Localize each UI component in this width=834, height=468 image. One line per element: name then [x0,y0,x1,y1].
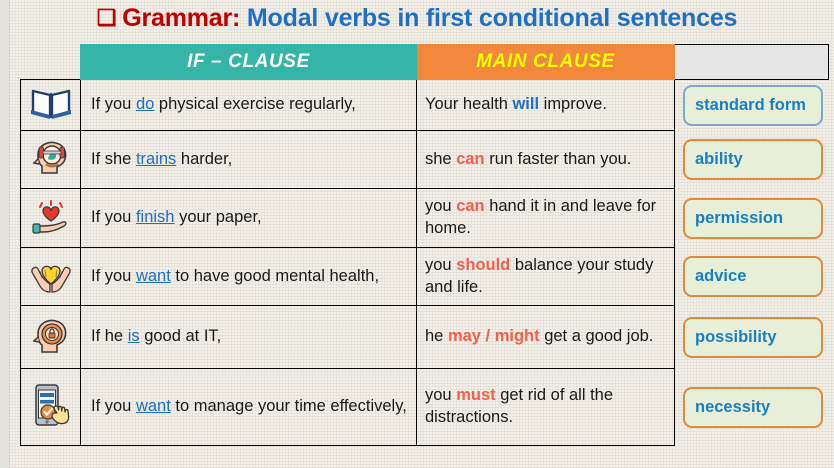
if-verb: want [135,397,171,416]
if-text-prefix: If he [91,327,128,346]
modal-verb: may / might [447,327,540,346]
head-brain-training-icon [29,137,73,177]
use-cell: standard form [674,79,829,131]
main-text-suffix: get rid of all the distractions. [425,386,614,426]
modal-verb: should [456,255,511,274]
status-badge: ability [683,139,823,180]
hands-holding-yellow-heart-icon [28,254,74,294]
if-clause-cell: If she trains harder, [80,130,417,189]
if-text-prefix: If you [91,95,136,114]
table-row: If you do physical exercise regularly, Y… [20,79,829,131]
use-cell: necessity [674,368,829,446]
if-verb: finish [135,208,175,227]
table-row: If he is good at IT, he may / might get … [20,305,829,369]
main-text-suffix: run faster than you. [484,149,632,168]
smartphone-tap-icon [28,381,74,429]
table-row: If you finish your paper, you can hand i… [20,188,829,248]
main-text-prefix: you [425,197,457,216]
main-text-prefix: you [425,386,457,405]
modal-verb: will [512,95,540,114]
table-row: If she trains harder, she can run faster… [20,130,829,189]
head-with-lock-icon [29,314,73,356]
header-icon-column [21,45,81,80]
row-icon-cell [20,188,81,248]
status-badge: permission [683,197,823,239]
open-book-icon [30,86,72,120]
page-title: ❑ Grammar: Modal verbs in first condition… [0,4,834,33]
if-clause-cell: If you want to manage your time effectiv… [80,368,417,446]
if-text-prefix: If you [91,397,136,416]
row-icon-cell [20,247,81,306]
if-text-suffix: to manage your time effectively, [170,397,407,416]
row-icon-cell [20,368,81,446]
header-if-clause: IF – CLAUSE [80,44,417,80]
if-text-prefix: If she [91,149,136,168]
row-icon-cell [20,305,81,369]
main-clause-cell: you should balance your study and life. [416,247,675,306]
if-text-suffix: harder, [176,149,233,168]
status-badge: standard form [683,84,823,126]
if-clause-cell: If you do physical exercise regularly, [80,79,417,131]
if-clause-cell: If you finish your paper, [80,188,417,248]
main-clause-cell: Your health will improve. [416,79,675,131]
main-text-prefix: Your health [425,95,513,114]
row-icon-cell [20,130,81,189]
main-text-suffix: improve. [539,95,607,114]
main-text-prefix: she [425,149,457,168]
hollow-square-bullet-icon: ❑ [96,5,117,30]
if-text-prefix: If you [91,208,136,227]
main-clause-cell: he may / might get a good job. [416,305,675,369]
title-grammar-label: Grammar: [122,4,241,32]
if-text-prefix: If you [91,266,136,285]
main-clause-cell: you must get rid of all the distractions… [416,368,675,446]
if-verb: is [127,327,140,346]
if-clause-cell: If you want to have good mental health, [80,247,417,306]
main-clause-cell: she can run faster than you. [416,130,675,189]
modal-verb: must [456,386,496,405]
status-badge: possibility [683,316,823,358]
status-badge: advice [683,256,823,297]
left-edge-strip [0,0,10,468]
table-header-row: IF – CLAUSE MAIN CLAUSE [21,44,829,80]
if-verb: want [135,266,171,285]
main-text-prefix: you [425,255,457,274]
main-text-suffix: get a good job. [539,327,654,346]
modal-verb: can [456,149,485,168]
status-badge: necessity [683,386,823,428]
use-cell: permission [674,188,829,248]
use-cell: ability [674,130,829,189]
title-topic-label: Modal verbs in first conditional sentenc… [246,4,738,32]
use-cell: advice [674,247,829,306]
if-text-suffix: to have good mental health, [170,266,380,285]
table-row: If you want to manage your time effectiv… [20,368,829,446]
if-text-suffix: physical exercise regularly, [154,95,356,114]
main-text-prefix: he [425,327,448,346]
hand-holding-red-heart-icon [29,196,73,236]
use-cell: possibility [674,305,829,369]
row-icon-cell [20,79,81,131]
if-verb: trains [135,149,177,168]
if-text-suffix: good at IT, [139,327,222,346]
grammar-table: IF – CLAUSE MAIN CLAUSE [20,44,829,446]
main-clause-cell: you can hand it in and leave for home. [416,188,675,248]
header-main-clause: MAIN CLAUSE [416,44,675,80]
modal-verb: can [456,197,485,216]
if-verb: do [135,95,155,114]
if-clause-cell: If he is good at IT, [80,305,417,369]
table-row: If you want to have good mental health, … [20,247,829,306]
if-text-suffix: your paper, [174,208,262,227]
main-text-suffix: hand it in and leave for home. [425,197,657,237]
header-use-column [674,44,829,80]
main-text-suffix: balance your study and life. [425,255,654,296]
